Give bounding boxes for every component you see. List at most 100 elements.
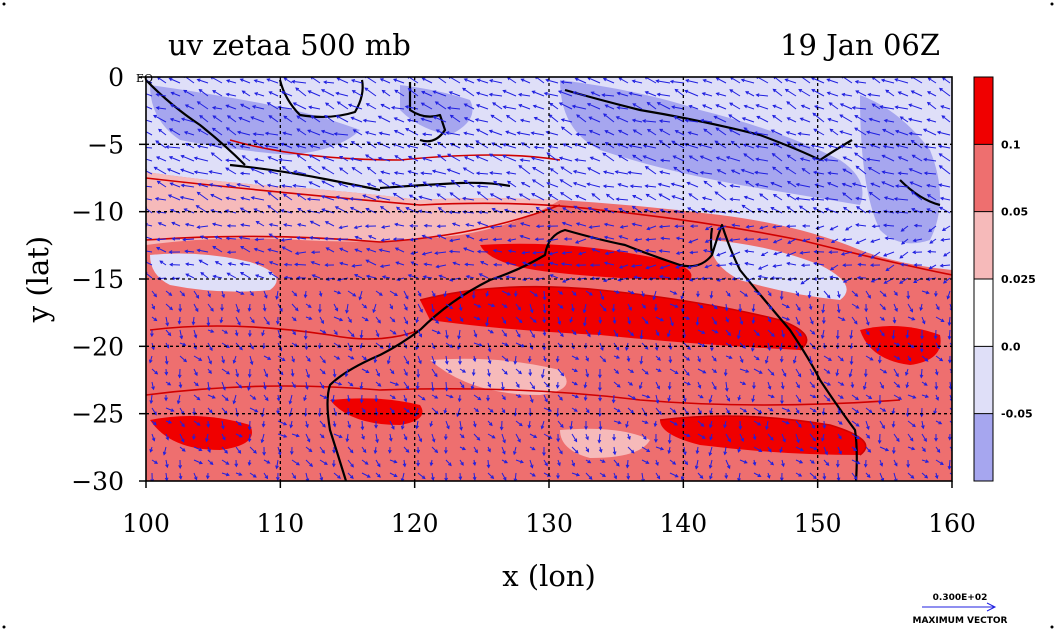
wind-vector [389,368,395,375]
wind-vector [729,89,741,97]
wind-vector [829,264,839,271]
wind-vector [921,355,929,362]
wind-vector [309,220,321,227]
wind-vector [940,105,951,110]
wind-vector [901,238,909,245]
wind-vector [709,290,714,299]
wind-vector [700,276,713,281]
wind-vector [290,368,295,377]
wind-vector [225,92,237,97]
wind-vector [578,251,587,256]
wind-vector [308,154,321,162]
x-tick-label: 150 [794,509,842,538]
x-axis-label: x (lon) [502,559,596,593]
wind-vector [253,79,265,84]
wind-vector [586,102,601,110]
wind-vector [704,238,713,243]
wind-vector [250,196,265,201]
wind-vector [656,102,671,110]
wind-vector [476,249,489,254]
wind-vector [505,261,517,266]
wind-vector [627,368,635,373]
wind-vector [598,381,602,392]
wind-vector [754,170,769,175]
wind-vector [184,104,195,110]
wind-vector [743,237,755,242]
wind-vector [830,238,839,243]
wind-vector [350,184,363,188]
wind-vector [571,290,577,296]
wind-vector [534,237,545,242]
wind-vector [507,224,517,228]
wind-vector [865,329,870,336]
wind-vector [416,459,420,467]
wind-vector [822,420,827,429]
wind-vector [158,128,167,136]
wind-vector [422,181,433,188]
wind-vector [249,446,257,454]
wind-vector [865,355,874,361]
wind-vector [612,433,616,441]
wind-vector [226,272,237,279]
wind-vector [501,368,508,375]
wind-vector [487,407,494,413]
wind-vector [533,145,545,150]
wind-vector [262,446,266,456]
wind-vector [319,316,324,325]
wind-vector [378,179,391,188]
wind-vector [275,290,279,300]
wind-vector [934,290,938,298]
wind-vector [324,263,335,267]
wind-vector [686,181,699,188]
wind-vector [855,196,867,201]
x-tick-label: 100 [122,509,170,538]
wind-vector [146,185,153,188]
strong-positive-band-5 [150,416,252,450]
wind-vector [912,250,923,255]
wind-vector [840,251,853,256]
wind-vector [667,381,672,390]
wind-vector [799,250,811,255]
wind-vector [516,131,531,136]
vector-key-arrowhead [986,602,997,612]
wind-vector [839,103,853,110]
wind-vector [394,222,405,227]
wind-vector [786,193,797,201]
wind-vector [429,420,434,428]
wind-vector [907,446,916,451]
wind-vector [571,303,575,312]
wind-vector [688,155,699,162]
wind-vector [225,236,237,241]
wind-vector [179,342,187,347]
wind-vector [669,368,679,375]
wind-vector [877,355,882,364]
wind-vector [364,224,377,229]
wind-vector [532,263,545,267]
wind-vector [280,142,293,149]
wind-vector [882,144,895,149]
wind-vector [617,183,629,188]
wind-vector [531,90,545,97]
wind-vector [669,472,679,478]
wind-vector [459,368,467,373]
wind-vector [529,459,534,469]
wind-vector [415,381,420,390]
wind-vector [913,223,923,228]
wind-vector [827,144,839,149]
wind-vector [787,238,797,244]
wind-vector [655,329,660,337]
wind-vector [709,433,713,441]
wind-vector [585,459,592,464]
wind-vector [702,78,713,84]
wind-vector [615,197,629,202]
wind-vector [333,381,343,386]
wind-vector [576,114,587,123]
wind-vector [338,182,349,188]
wind-vector [800,104,811,110]
wind-vector [249,316,255,324]
wind-vector [445,316,453,322]
wind-vector [855,223,867,227]
wind-vector [743,127,755,136]
wind-vector [185,262,195,267]
